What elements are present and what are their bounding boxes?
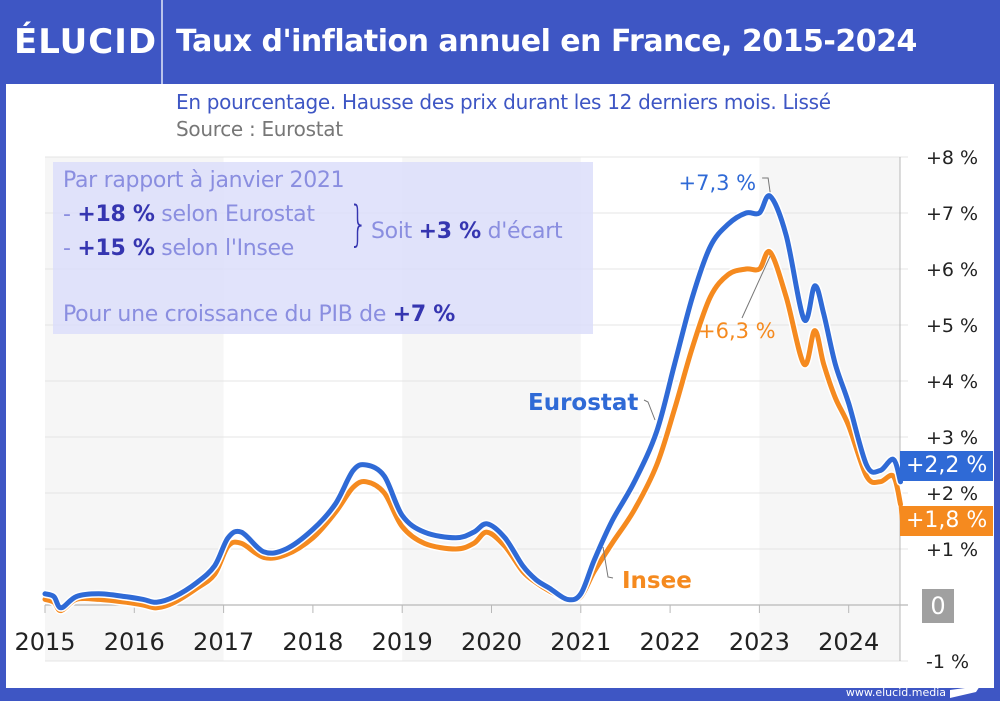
x-tick-label: 2016 [104,628,165,656]
x-tick-label: 2015 [14,628,75,656]
chart-source: Source : Eurostat [176,117,343,141]
y-tick-label: +1 % [926,539,978,561]
info-insee: - +15 % selon l'Insee [63,236,294,261]
peak-insee-label: +6,3 % [698,319,776,343]
info-gap-suffix: d'écart [480,219,563,244]
annotations: +7,3 % +6,3 % Eurostat Insee [528,171,776,594]
insee-series-label: Insee [622,568,692,594]
info-gap: Soit +3 % d'écart [371,219,563,244]
chart-subtitle: En pourcentage. Hausse des prix durant l… [176,90,831,114]
y-tick-label: +4 % [926,371,978,393]
info-insee-value: +15 % [77,236,155,261]
x-tick-label: 2017 [193,628,254,656]
footer-url[interactable]: www.elucid.media [845,686,946,699]
eurostat-label-leader [643,399,656,421]
background-band [759,157,900,661]
curly-brace: } [349,196,368,252]
x-tick-label: 2019 [372,628,433,656]
chart-title: Taux d'inflation annuel en France, 2015-… [176,24,917,59]
info-box: Par rapport à janvier 2021 - +18 % selon… [53,162,593,334]
eurostat-last-value-badge: +2,2 % [900,451,994,481]
info-pib: Pour une croissance du PIB de +7 % [63,302,455,327]
y-tick-label: +7 % [926,203,978,225]
info-insee-label: selon l'Insee [154,236,295,261]
series-lines [41,191,905,615]
y-tick-label: +6 % [926,259,978,281]
y-tick-label: +8 % [926,147,978,169]
info-reference-text: Par rapport à janvier 2021 [63,168,345,193]
elucid-flag-icon [950,686,980,698]
y-tick-label: +5 % [926,315,978,337]
info-gap-value: +3 % [418,219,482,244]
peak-insee-leader [741,255,771,319]
info-pib-value: +7 % [392,302,456,327]
info-dash: - [63,236,78,261]
info-pib-text: Pour une croissance du PIB de [63,302,393,327]
series-line-eurostat [42,193,903,611]
info-reference: Par rapport à janvier 2021 [63,168,345,193]
x-tick-label: 2022 [640,628,701,656]
y-tick-label: +3 % [926,427,978,449]
eurostat-series-label: Eurostat [528,390,638,416]
info-gap-prefix: Soit [371,219,419,244]
x-tick-label: 2024 [818,628,879,656]
y-tick-label: +2 % [926,483,978,505]
info-eurostat-label: selon Eurostat [154,202,315,227]
zero-badge: 0 [922,589,954,623]
y-tick-label: -1 % [926,651,969,673]
info-eurostat-value: +18 % [77,202,155,227]
info-dash: - [63,202,78,227]
x-axis-labels: 2015 2016 2017 2018 2019 2020 2021 2022 2023 2024 [14,628,879,656]
insee-label-leader [602,546,614,579]
x-tick-label: 2018 [282,628,343,656]
y-axis-labels: -1 % +1 % +2 % +3 % +4 % +5 % +6 % +7 % +8 % [926,147,978,673]
axes [44,157,908,661]
peak-eurostat-leader [762,177,771,193]
header-bar: ÉLUCID Taux d'inflation annuel en France… [0,0,1000,84]
insee-last-value-badge: +1,8 % [900,506,994,536]
elucid-logo: ÉLUCID [14,22,158,62]
peak-eurostat-label: +7,3 % [678,171,756,195]
x-tick-label: 2023 [729,628,790,656]
x-tick-label: 2020 [461,628,522,656]
info-eurostat: - +18 % selon Eurostat [63,202,315,227]
header-divider [161,0,163,84]
x-tick-label: 2021 [550,628,611,656]
